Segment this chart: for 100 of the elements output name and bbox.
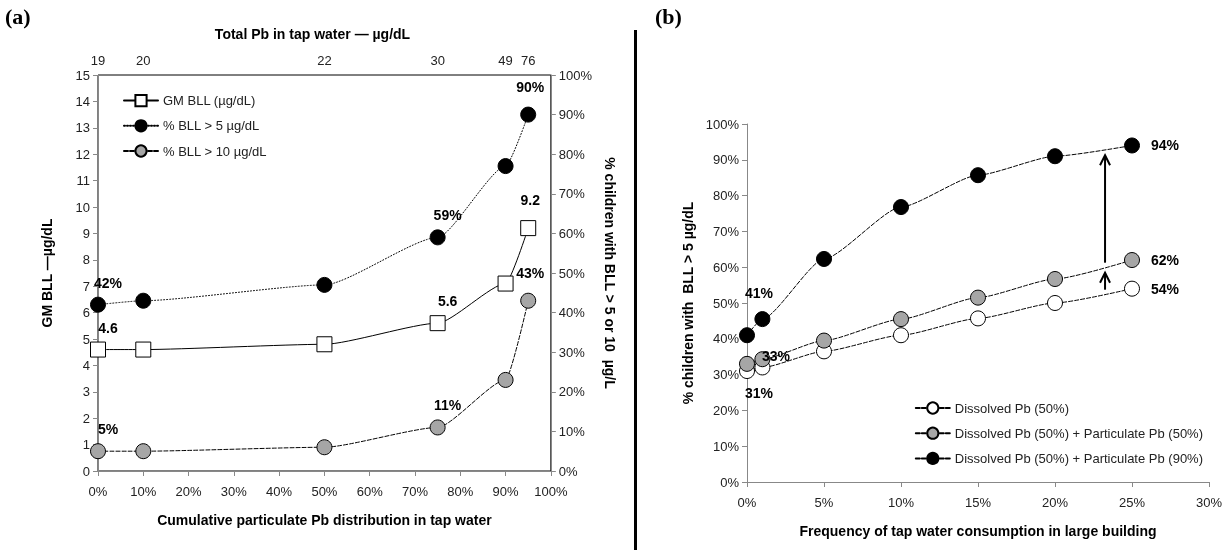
point	[135, 292, 152, 309]
point	[739, 327, 755, 344]
y2-tick-label: 10%	[558, 423, 586, 439]
point	[429, 229, 446, 246]
y-tick-label: 6	[82, 305, 90, 321]
data-label: 59%	[433, 207, 463, 224]
point	[316, 336, 333, 353]
data-label: 90%	[516, 78, 545, 95]
x-tick-label: 20%	[175, 484, 203, 499]
point	[893, 199, 909, 216]
y-tick-label: 4	[82, 357, 90, 373]
y-tick-label: 70%	[712, 223, 740, 239]
data-label: 4.6	[98, 319, 118, 336]
point	[520, 292, 537, 309]
point	[429, 315, 446, 332]
point	[497, 158, 514, 175]
x-tick-label: 5%	[814, 495, 834, 510]
y-tick-label: 7	[82, 278, 90, 294]
x-tick-label: 70%	[401, 484, 429, 499]
y-tick-label: 14	[75, 93, 90, 109]
point	[970, 289, 986, 306]
chart-title: (b)	[655, 3, 682, 29]
legend-label: Dissolved Pb (50%) + Particulate Pb (90%)	[954, 450, 1204, 466]
point	[1124, 280, 1140, 297]
y2-tick-label: 70%	[558, 186, 586, 202]
point	[1124, 252, 1140, 269]
text: 49	[498, 53, 513, 68]
y-tick-label: 2	[82, 410, 90, 426]
legend-label: Dissolved Pb (50%) + Particulate Pb (50%)	[954, 425, 1204, 441]
point	[316, 439, 333, 456]
x2-axis-title: Total Pb in tap water — µg/dL	[214, 26, 411, 42]
data-label: 11%	[434, 397, 462, 414]
data-label: 43%	[516, 264, 545, 281]
x-tick-label: 10%	[887, 495, 915, 510]
y2-tick-label: 40%	[558, 305, 586, 321]
point	[893, 311, 909, 328]
point	[970, 310, 986, 327]
y2-tick-label: 100%	[558, 67, 593, 83]
y-tick-label: 90%	[712, 152, 740, 168]
point	[90, 341, 106, 358]
text: 30	[430, 53, 445, 68]
y-tick-label: 12	[75, 146, 90, 162]
x-tick-label: 25%	[1118, 495, 1146, 510]
y-tick-label: 50%	[712, 295, 740, 311]
point	[135, 341, 152, 358]
y-tick-label: 8	[82, 252, 90, 268]
x-axis-title: Frequency of tap water consumption in large building	[799, 523, 1157, 539]
legend-label: % BLL > 10 µg/dL	[163, 143, 267, 159]
x-tick-label: 50%	[311, 484, 338, 499]
x-tick-label: 15%	[964, 495, 992, 510]
point	[1047, 271, 1063, 288]
point	[816, 250, 832, 267]
y-tick-label: 3	[82, 384, 90, 400]
x-tick-label: 0%	[737, 495, 757, 510]
x-tick-label: 90%	[492, 484, 520, 499]
y-tick-label: 13	[75, 120, 90, 136]
legend-label: GM BLL (µg/dL)	[163, 93, 256, 109]
point	[316, 276, 333, 293]
data-label: 54%	[1150, 280, 1180, 297]
point	[970, 167, 986, 184]
y-tick-label: 80%	[712, 188, 740, 204]
y2-tick-label: 20%	[558, 384, 586, 400]
point	[497, 371, 514, 388]
point	[429, 419, 446, 436]
y2-tick-label: 50%	[558, 265, 586, 281]
text: 22	[317, 53, 332, 68]
point	[520, 220, 537, 237]
text: 19	[90, 53, 106, 68]
x-tick-label: 40%	[266, 484, 293, 499]
x-tick-label: 10%	[130, 484, 157, 499]
point	[1047, 148, 1063, 165]
x-tick-label: 80%	[447, 484, 474, 499]
data-label: 9.2	[520, 192, 541, 209]
y-tick-label: 0	[82, 463, 90, 479]
data-label: 41%	[744, 285, 774, 302]
y2-tick-label: 0%	[558, 463, 579, 479]
point	[816, 332, 832, 349]
point	[754, 311, 771, 328]
chart-title: (a)	[5, 3, 31, 29]
x-tick-label: 20%	[1041, 495, 1069, 510]
data-label: 62%	[1150, 252, 1180, 269]
point	[90, 443, 106, 460]
y-axis-title: GM BLL —µg/dL	[39, 218, 55, 328]
y-tick-label: 10%	[712, 438, 740, 454]
y-tick-label: 60%	[712, 259, 740, 275]
data-label: 94%	[1150, 137, 1180, 154]
y-tick-label: 11	[76, 173, 90, 189]
x-axis-title: Cumulative particulate Pb distribution in tap water	[157, 512, 493, 528]
point	[497, 275, 514, 292]
x-tick-label: 30%	[220, 484, 248, 499]
y-tick-label: 1	[82, 437, 90, 453]
y-tick-label: 40%	[712, 331, 740, 347]
x-tick-label: 60%	[356, 484, 384, 499]
legend-label: % BLL > 5 µg/dL	[163, 118, 260, 134]
data-label: 42%	[93, 274, 123, 291]
data-label: 31%	[744, 385, 774, 402]
y-tick-label: 20%	[712, 402, 740, 418]
y-tick-label: 5	[82, 331, 90, 347]
y-tick-label: 30%	[712, 367, 740, 383]
point	[739, 355, 755, 372]
